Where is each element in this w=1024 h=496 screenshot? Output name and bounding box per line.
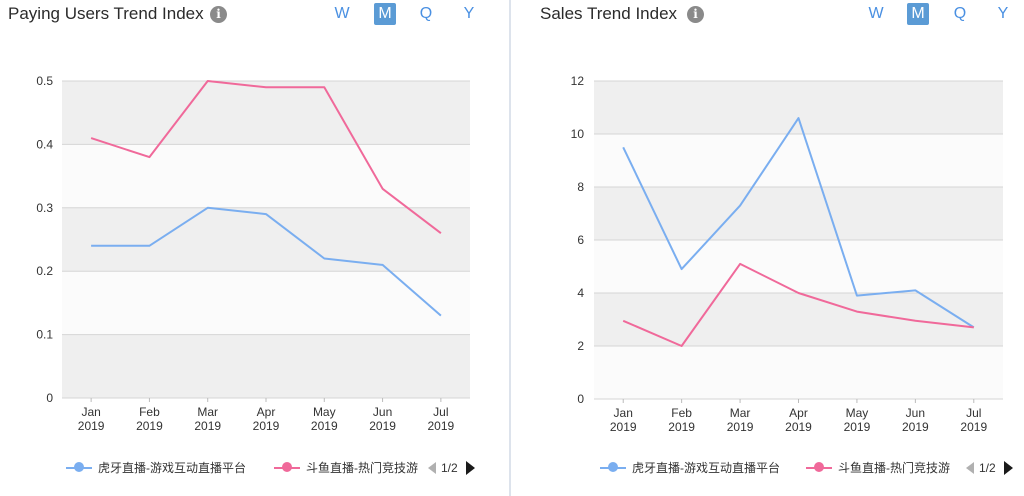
y-tick-label: 0 (577, 392, 584, 406)
y-tick-label: 0.4 (36, 137, 53, 151)
y-tick-label: 8 (577, 180, 584, 194)
info-icon[interactable]: i (210, 6, 227, 23)
x-tick-label: Mar (730, 406, 751, 420)
period-quarter-button[interactable]: Q (953, 5, 967, 22)
x-tick-label: Jul (433, 405, 448, 419)
x-tick-label: Jan (614, 406, 633, 420)
plot-band (594, 187, 1003, 240)
paying-users-chart: 00.10.20.30.40.5Jan2019Feb2019Mar2019Apr… (36, 74, 470, 433)
plot-band (594, 346, 1003, 399)
period-year-button[interactable]: Y (997, 5, 1009, 22)
plot-band (62, 334, 470, 398)
period-quarter-button[interactable]: Q (419, 5, 433, 22)
x-tick-label: May (846, 406, 869, 420)
x-tick-label-year: 2019 (78, 419, 105, 433)
x-tick-label-year: 2019 (844, 420, 871, 434)
x-tick-label: Mar (197, 405, 218, 419)
legend-next-icon[interactable] (1004, 461, 1013, 475)
x-tick-label: Apr (257, 405, 276, 419)
series-line-1 (90, 80, 442, 234)
legend-prev-icon[interactable] (428, 462, 436, 474)
chart-title: Paying Users Trend Index (8, 4, 204, 23)
x-tick-label-year: 2019 (428, 419, 455, 433)
panel-divider (504, 0, 516, 496)
y-tick-label: 0.2 (36, 264, 53, 278)
y-tick-label: 0.1 (36, 328, 53, 342)
y-tick-label: 6 (577, 233, 584, 247)
legend-prev-icon[interactable] (966, 462, 974, 474)
x-tick-label: Jun (373, 405, 392, 419)
series-line-0 (91, 206, 442, 317)
paying-users-panel: Paying Users Trend Index i W M Q Y 0 0.1 0… (0, 0, 504, 496)
y-tick-label: 4 (577, 286, 584, 300)
legend-swatch-huya (600, 462, 626, 472)
x-tick-label-year: 2019 (727, 420, 754, 434)
legend-label-douyu: 斗鱼直播-热门竞技游 (838, 461, 950, 475)
legend-page-text: 1/2 (979, 461, 996, 475)
x-tick-label-year: 2019 (194, 419, 221, 433)
plot-band (594, 134, 1003, 187)
x-tick-label-year: 2019 (960, 420, 987, 434)
x-tick-label-year: 2019 (253, 419, 280, 433)
x-tick-label: Jul (966, 406, 981, 420)
period-week-button[interactable]: W (334, 5, 350, 22)
legend-label-huya: 虎牙直播-游戏互动直播平台 (632, 461, 780, 475)
plot-band (594, 240, 1003, 293)
y-tick-label: 0 (46, 391, 53, 405)
period-month-button[interactable]: M (374, 3, 396, 25)
legend-next-icon[interactable] (466, 461, 475, 475)
info-icon[interactable]: i (687, 6, 704, 23)
x-tick-label: Jan (81, 405, 100, 419)
series-line-1 (622, 262, 974, 347)
x-tick-label-year: 2019 (902, 420, 929, 434)
legend-swatch-douyu (274, 462, 300, 472)
x-tick-label-year: 2019 (785, 420, 812, 434)
x-tick-label-year: 2019 (136, 419, 163, 433)
plot-band (594, 293, 1003, 346)
plot-band (62, 271, 470, 335)
period-year-button[interactable]: Y (463, 5, 475, 22)
legend-label-huya: 虎牙直播-游戏互动直播平台 (98, 461, 246, 475)
x-tick-label: Feb (671, 406, 692, 420)
legend-swatch-huya (66, 462, 92, 472)
plot-band (62, 144, 470, 208)
period-week-button[interactable]: W (868, 5, 884, 22)
y-tick-label: 0.3 (36, 201, 53, 215)
x-tick-label: Jun (906, 406, 925, 420)
plot-band (594, 81, 1003, 134)
series-line-0 (622, 117, 975, 329)
sales-trend-chart: 024681012Jan2019Feb2019Mar2019Apr2019May… (571, 74, 1003, 434)
x-tick-label-year: 2019 (369, 419, 396, 433)
legend-label-douyu: 斗鱼直播-热门竞技游 (306, 461, 418, 475)
x-tick-label-year: 2019 (311, 419, 338, 433)
sales-trend-panel: Sales Trend Index i W M Q Y 0 2 4 6 8 10 12 Jan… (516, 0, 1024, 496)
x-tick-label-year: 2019 (610, 420, 637, 434)
legend-page-text: 1/2 (441, 461, 458, 475)
chart-title: Sales Trend Index (540, 4, 678, 23)
plot-band (62, 81, 470, 145)
x-tick-label: Apr (789, 406, 808, 420)
period-month-button[interactable]: M (907, 3, 929, 25)
x-tick-label-year: 2019 (668, 420, 695, 434)
y-tick-label: 0.5 (36, 74, 53, 88)
legend-swatch-douyu (806, 462, 832, 472)
x-tick-label: Feb (139, 405, 160, 419)
y-tick-label: 12 (571, 74, 585, 88)
y-tick-label: 2 (577, 339, 584, 353)
y-tick-label: 10 (571, 127, 585, 141)
plot-band (62, 207, 470, 272)
x-tick-label: May (313, 405, 336, 419)
